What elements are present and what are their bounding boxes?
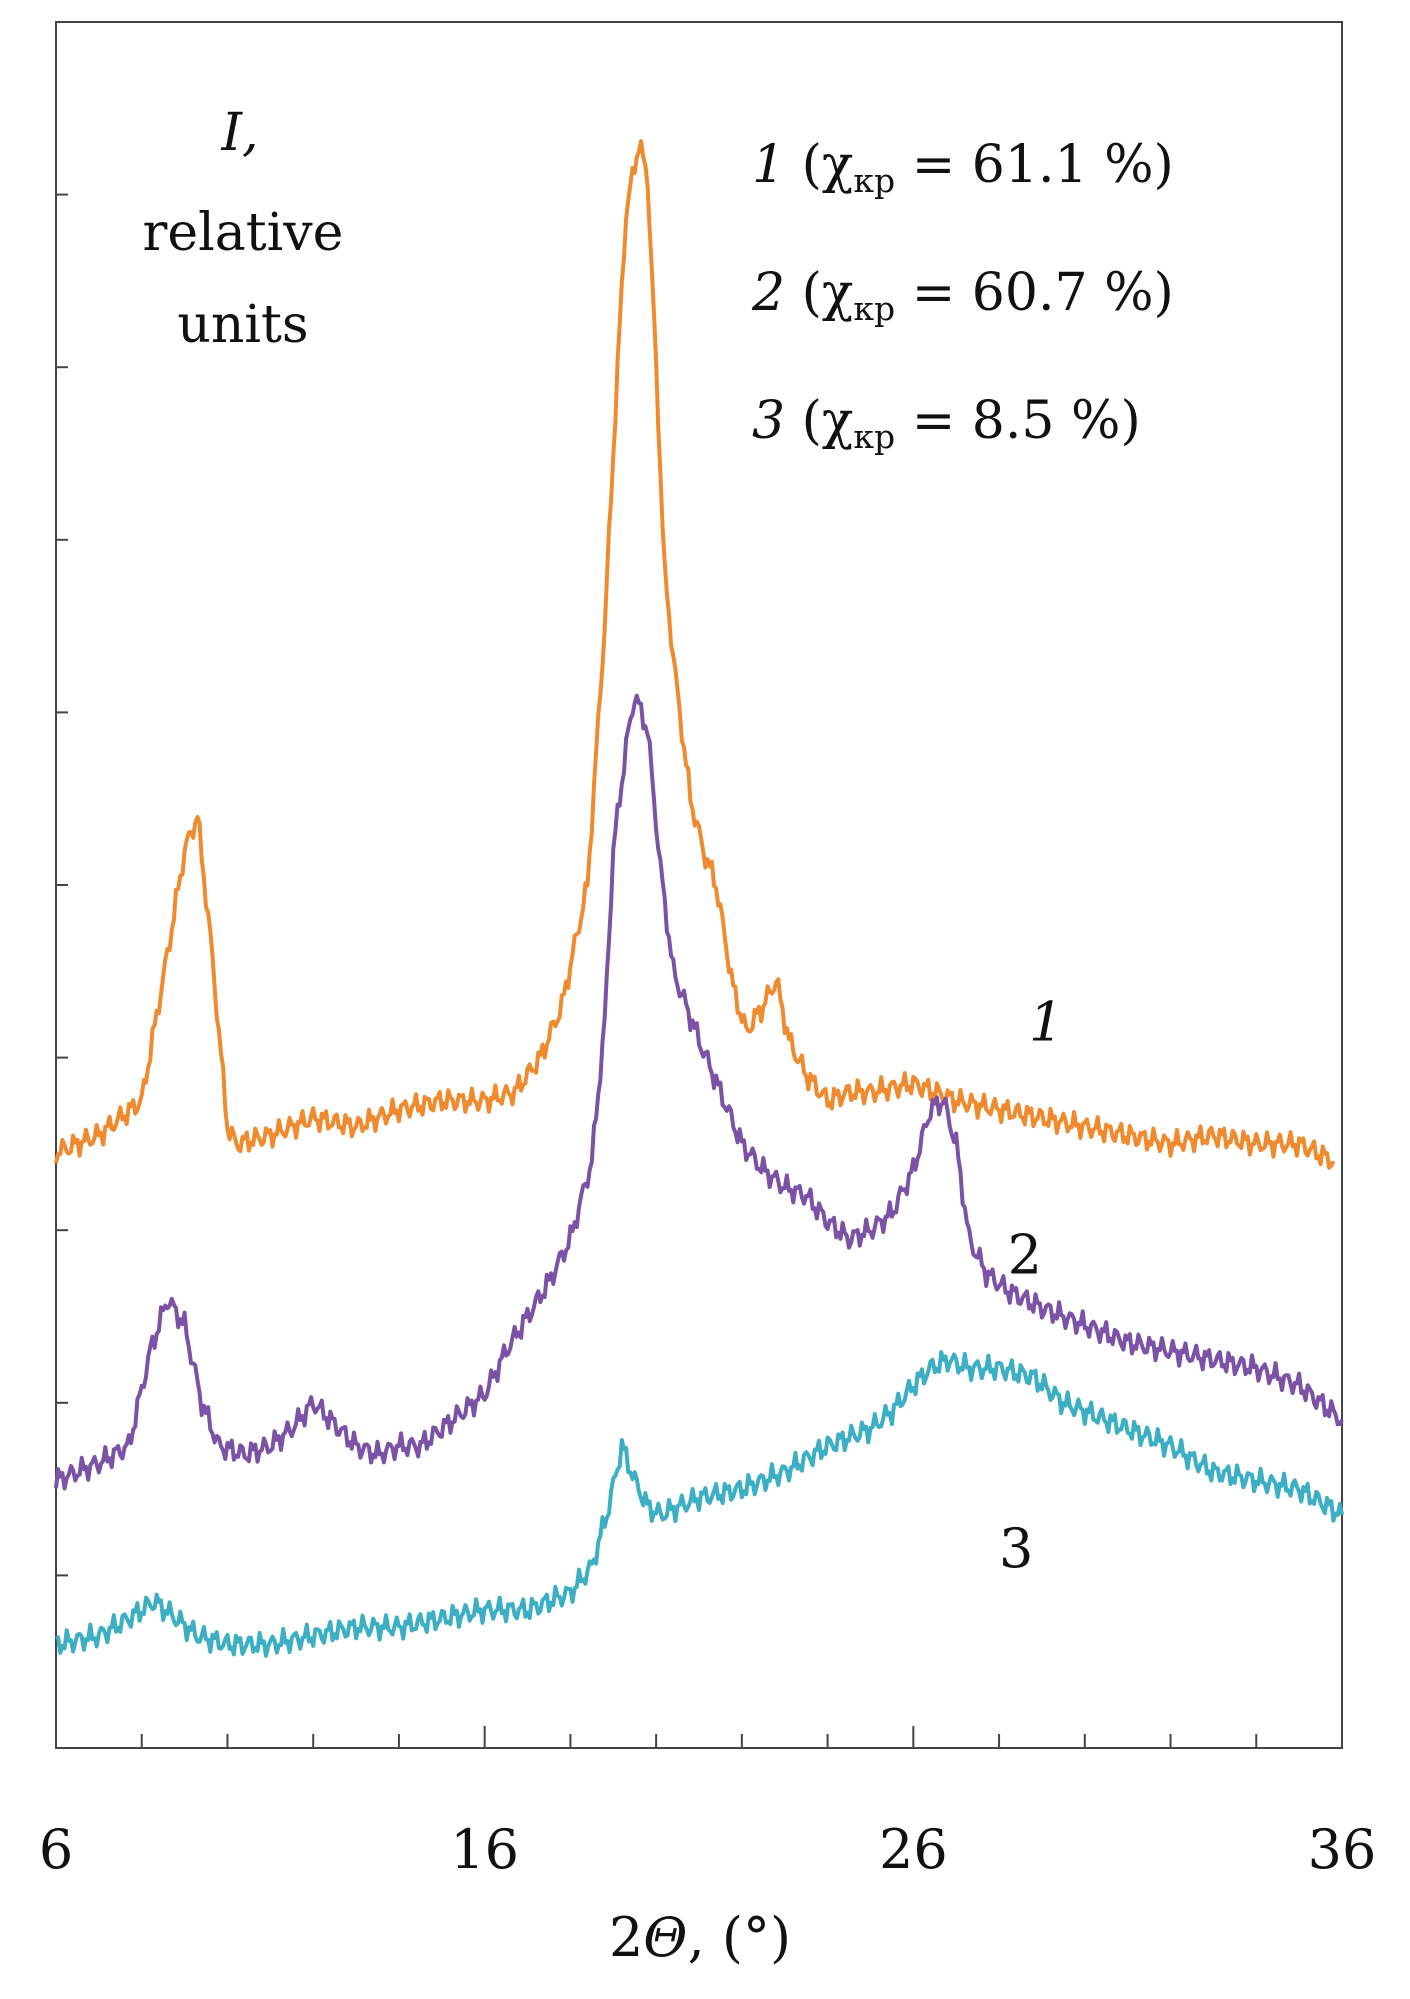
x-axis-label-prefix: 2 xyxy=(609,1906,643,1969)
legend-entry-3-value: = 8.5 %) xyxy=(895,391,1141,451)
series-line-2 xyxy=(54,693,1344,1491)
legend-entry-1-sub: кр xyxy=(853,161,895,200)
legend-entry-3-number: 3 xyxy=(752,391,785,451)
x-tick-label: 6 xyxy=(39,1818,73,1881)
legend-entry-2-open: (χ xyxy=(785,263,853,323)
legend-entry-1: 1 (χкр = 61.1 %) xyxy=(752,135,1174,200)
series-line-3 xyxy=(55,1350,1344,1658)
legend-entry-3-open: (χ xyxy=(785,391,853,451)
legend-entry-1-open: (χ xyxy=(785,135,853,195)
axis-ticks xyxy=(55,193,1343,1748)
legend-entry-3: 3 (χкр = 8.5 %) xyxy=(752,391,1141,456)
curve-label-3: 3 xyxy=(999,1517,1033,1580)
x-axis-label-suffix: , (°) xyxy=(688,1906,791,1969)
legend-entry-2: 2 (χкр = 60.7 %) xyxy=(751,263,1174,328)
y-axis-label-line2: units xyxy=(177,295,308,355)
x-tick-label: 36 xyxy=(1308,1818,1377,1881)
y-axis-symbol: I, xyxy=(220,103,258,163)
x-axis-label: 2Θ, (°) xyxy=(609,1906,791,1969)
y-axis-label-line1: relative xyxy=(143,203,344,263)
curve-label-1: 1 xyxy=(1029,990,1063,1053)
series-layer xyxy=(54,139,1344,1658)
series-line-1 xyxy=(54,139,1336,1170)
legend: 1 (χкр = 61.1 %) 2 (χкр = 60.7 %) 3 (χкр… xyxy=(751,135,1174,456)
x-axis-label-symbol: Θ xyxy=(643,1906,687,1969)
legend-entry-2-sub: кр xyxy=(853,289,895,328)
x-tick-label: 26 xyxy=(879,1818,948,1881)
legend-entry-1-value: = 61.1 %) xyxy=(895,135,1174,195)
legend-entry-2-number: 2 xyxy=(751,263,785,323)
x-tick-labels: 6 16 26 36 xyxy=(39,1818,1377,1881)
curve-label-2: 2 xyxy=(1008,1223,1042,1286)
curve-labels: 1 2 3 xyxy=(999,990,1063,1579)
x-tick-label: 16 xyxy=(450,1818,519,1881)
legend-entry-2-value: = 60.7 %) xyxy=(895,263,1174,323)
legend-entry-1-number: 1 xyxy=(752,135,785,195)
legend-entry-3-sub: кр xyxy=(853,417,895,456)
